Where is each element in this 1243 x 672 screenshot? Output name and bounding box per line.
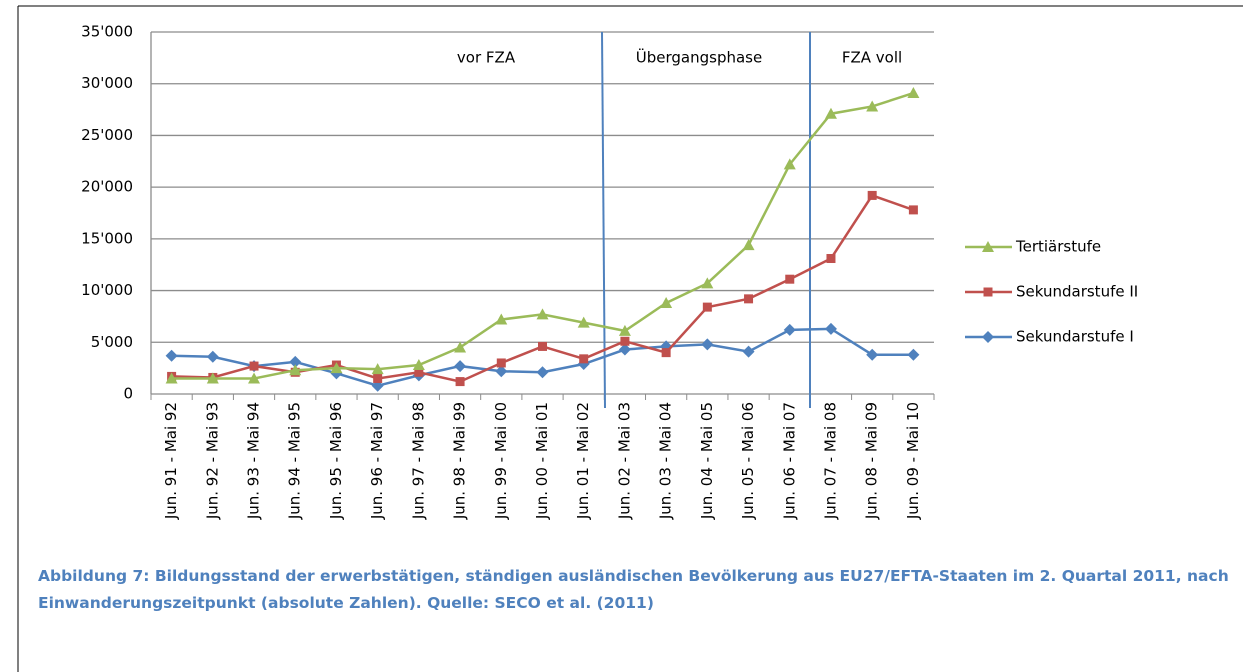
marker [661, 348, 671, 358]
x-tick-label: Jun. 05 - Mai 06 [739, 402, 757, 520]
marker [495, 365, 508, 378]
marker [783, 323, 796, 336]
y-tick-label: 0 [123, 385, 133, 403]
series [165, 322, 920, 392]
marker [373, 373, 383, 383]
x-tick-label: Jun. 03 - Mai 04 [657, 402, 675, 520]
x-tick-label: Jun. 91 - Mai 92 [162, 402, 180, 520]
x-tick-label: Jun. 92 - Mai 93 [203, 402, 221, 520]
x-tick-label: Jun. 08 - Mai 09 [863, 402, 881, 520]
marker [496, 358, 506, 368]
marker [165, 372, 178, 384]
x-tick-label: Jun. 01 - Mai 02 [574, 402, 592, 520]
phase-label: Übergangsphase [636, 48, 762, 67]
phase-label: vor FZA [457, 49, 516, 67]
x-tick-label: Jun. 09 - Mai 10 [904, 402, 922, 520]
x-tick-label: Jun. 07 - Mai 08 [821, 402, 839, 520]
y-tick-label: 15'000 [81, 229, 133, 247]
marker [289, 364, 302, 376]
marker [577, 316, 590, 328]
marker [206, 372, 219, 384]
y-tick-label: 25'000 [81, 126, 133, 144]
marker [866, 100, 879, 112]
x-tick-label: Jun. 06 - Mai 07 [780, 402, 798, 520]
phase-divider [601, 31, 606, 409]
marker [538, 341, 547, 351]
phase-label: FZA voll [842, 49, 902, 67]
marker [982, 241, 994, 252]
marker [455, 377, 465, 387]
marker [660, 296, 673, 308]
marker [744, 294, 754, 304]
marker [826, 254, 836, 264]
marker [701, 338, 714, 351]
marker [249, 361, 259, 371]
marker [824, 322, 837, 335]
legend-label: Sekundarstufe II [1016, 283, 1138, 301]
y-tick-label: 10'000 [81, 281, 133, 299]
x-tick-label: Jun. 00 - Mai 01 [533, 402, 551, 520]
marker [907, 87, 920, 99]
marker [867, 190, 877, 200]
marker [742, 239, 755, 251]
marker [495, 313, 508, 325]
marker [618, 343, 631, 356]
marker [289, 355, 302, 368]
marker [414, 367, 424, 377]
legend-label: Tertiärstufe [1015, 238, 1101, 256]
marker [579, 354, 589, 364]
marker [454, 341, 467, 353]
marker [248, 372, 261, 384]
legend-label: Sekundarstufe I [1016, 328, 1134, 346]
marker [908, 205, 918, 215]
series [167, 190, 918, 387]
marker [206, 350, 219, 363]
marker [983, 287, 993, 297]
x-tick-label: Jun. 02 - Mai 03 [615, 402, 633, 520]
caption: Abbildung 7: Bildungsstand der erwerbstä… [38, 567, 1229, 612]
marker [536, 366, 549, 379]
series-line [171, 193, 914, 383]
marker [742, 345, 755, 358]
marker [824, 107, 837, 119]
marker [620, 336, 630, 346]
y-tick-label: 5'000 [91, 333, 133, 351]
x-tick-label: Jun. 98 - Mai 99 [451, 402, 469, 520]
x-tick-label: Jun. 94 - Mai 95 [286, 402, 304, 520]
y-tick-label: 20'000 [81, 178, 133, 196]
x-tick-label: Jun. 96 - Mai 97 [368, 402, 386, 520]
series [165, 87, 920, 384]
marker [982, 331, 994, 343]
x-tick-label: Jun. 93 - Mai 94 [245, 402, 263, 520]
x-tick-label: Jun. 04 - Mai 05 [698, 402, 716, 520]
x-tick-label: Jun. 99 - Mai 00 [492, 402, 510, 520]
marker [907, 348, 920, 361]
marker [536, 308, 549, 320]
marker [330, 362, 343, 374]
marker [165, 349, 178, 362]
marker [702, 302, 712, 312]
marker [454, 360, 467, 373]
marker [866, 348, 879, 361]
marker [618, 324, 631, 336]
x-tick-label: Jun. 95 - Mai 96 [327, 402, 345, 520]
marker [371, 363, 384, 375]
marker [783, 158, 796, 170]
marker [412, 359, 425, 371]
x-tick-label: Jun. 97 - Mai 98 [409, 402, 427, 520]
marker [785, 274, 795, 284]
y-tick-label: 30'000 [81, 74, 133, 92]
marker [701, 277, 714, 289]
y-tick-label: 35'000 [81, 23, 133, 41]
